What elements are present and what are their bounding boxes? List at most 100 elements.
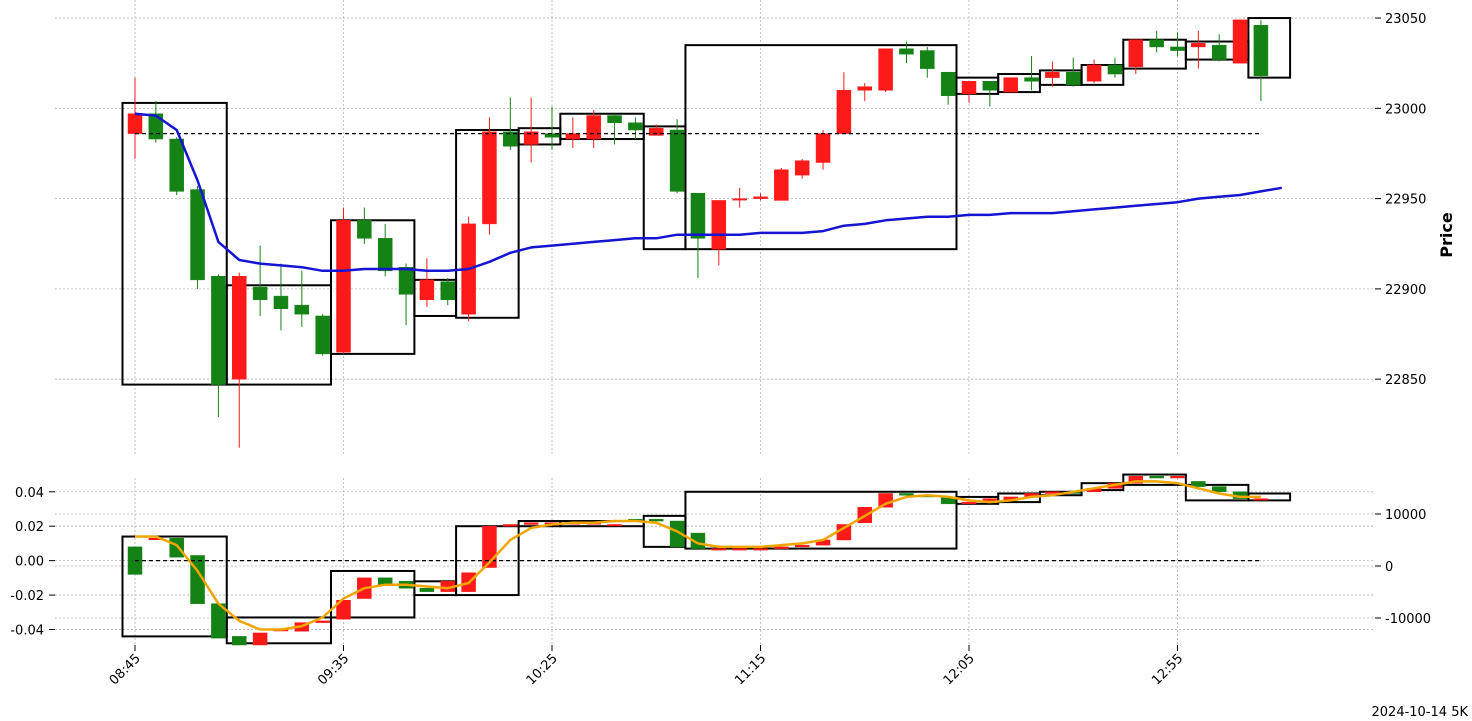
candle-body (586, 115, 601, 140)
osc-bar (774, 546, 789, 549)
price-zone-box (684, 44, 958, 251)
osc-bar (169, 538, 184, 558)
x-tick-label: 12:55 (1149, 651, 1186, 688)
candle-body (1170, 46, 1185, 51)
osc-left-tick-label: -0.02 (10, 589, 44, 604)
candle-body (857, 86, 872, 91)
candle-body (690, 192, 706, 239)
candle-body (649, 127, 664, 136)
osc-right-tick-label: 0 (1385, 560, 1393, 575)
osc-bar (315, 620, 330, 623)
osc-zone-box (225, 616, 332, 645)
osc-bar (899, 493, 914, 496)
osc-bar (649, 519, 664, 522)
oscillator-panel-grid (55, 478, 1375, 645)
osc-bar (794, 544, 810, 548)
candle-body (1024, 77, 1039, 82)
price-tick-label: 22850 (1385, 373, 1426, 388)
price-panel-grid (55, 0, 1375, 455)
candle-body (628, 122, 643, 131)
osc-bar (1253, 498, 1269, 501)
osc-bar (961, 501, 977, 505)
candle-body (753, 196, 768, 199)
candle-body (1128, 39, 1144, 68)
price-zone-boxes (121, 17, 1292, 386)
candle-body (940, 71, 956, 96)
x-tick-label: 08:45 (107, 651, 144, 688)
osc-left-tick-label: 0.02 (15, 520, 44, 535)
price-tick-label: 22900 (1385, 283, 1426, 298)
candle-body (1253, 25, 1269, 77)
price-tick-label: 23050 (1385, 12, 1426, 27)
osc-left-tick-label: 0.04 (15, 486, 44, 501)
candle-body (669, 129, 685, 192)
candle-body (1045, 71, 1060, 78)
x-tick-label: 09:35 (315, 651, 352, 688)
candle-body (1191, 43, 1206, 48)
chart-footer: 2024-10-14 5K (1372, 705, 1469, 720)
candle-body (1066, 71, 1081, 86)
osc-zone-box (121, 535, 228, 638)
candle-body (377, 238, 393, 272)
osc-bar (1170, 476, 1185, 479)
candle-body (398, 266, 414, 295)
candle-body (1107, 64, 1123, 75)
osc-bar (607, 524, 622, 527)
x-tick-label: 10:25 (524, 651, 561, 688)
candle-body (190, 189, 205, 281)
osc-bar (232, 636, 247, 646)
price-tick-label: 23000 (1385, 102, 1426, 117)
candle-body (961, 81, 977, 95)
osc-bar (1045, 491, 1060, 494)
osc-left-tick-label: 0.00 (15, 555, 44, 570)
candle-body (148, 113, 164, 140)
candle-body (794, 160, 810, 176)
price-zone-box (1080, 64, 1125, 86)
candle-body (920, 50, 935, 69)
candle-body (607, 115, 622, 124)
candle-body (482, 131, 497, 225)
candle-body (899, 48, 914, 55)
candle-body (315, 315, 330, 355)
candle-body (982, 81, 998, 91)
osc-bar (503, 524, 518, 527)
candle-body (1232, 19, 1248, 64)
candle-body (273, 295, 289, 310)
x-tick-label: 11:15 (732, 651, 769, 688)
candle-body (232, 276, 247, 380)
osc-bar (732, 548, 747, 551)
osc-left-tick-label: -0.04 (10, 624, 44, 639)
osc-bar (711, 548, 727, 551)
indicator-lines (134, 112, 1283, 631)
candle-body (815, 133, 831, 163)
candle-body (419, 279, 435, 300)
price-tick-label: 22950 (1385, 193, 1426, 208)
osc-bar (753, 548, 768, 551)
osc-bar (1149, 476, 1164, 479)
osc-bar (336, 599, 351, 620)
price-zone-box (121, 101, 228, 386)
candle-body (732, 198, 747, 201)
osc-bar (523, 522, 539, 525)
candle-body (878, 48, 893, 91)
osc-zone-box (1038, 490, 1083, 497)
osc-right-tick-label: 10000 (1385, 508, 1426, 523)
candle-body (836, 90, 852, 134)
candle-body (1086, 64, 1102, 82)
candle-body (357, 220, 372, 239)
osc-bar (1211, 486, 1227, 493)
candle-body (774, 169, 789, 201)
candle-body (711, 200, 727, 250)
oscillator-zone-boxes (121, 473, 1292, 645)
candle-body (1149, 39, 1164, 48)
osc-zone-box (1080, 482, 1125, 492)
candle-body (1003, 77, 1018, 93)
osc-bar (252, 632, 268, 646)
candle-body (565, 133, 581, 140)
osc-right-tick-label: -10000 (1385, 612, 1431, 627)
candle-body (211, 276, 226, 385)
price-zone-box (1247, 17, 1292, 79)
moving-average-line (134, 112, 1283, 273)
osc-bar (669, 520, 685, 548)
